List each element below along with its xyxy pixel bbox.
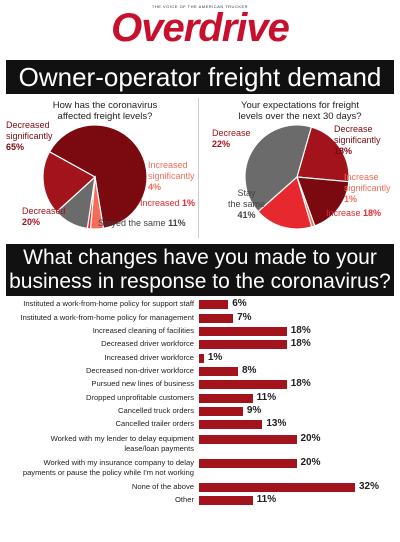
bar [199,435,297,444]
bar [199,420,263,429]
bar [199,327,287,336]
pie2-title: Your expectations for freight levels ove… [220,100,380,122]
bar [199,340,287,349]
pie2-label-stay-the-same: Stay the same 41% [228,188,266,220]
bar [199,314,234,323]
pie2-label-increase-significantly: Increase significantly 1% [344,172,391,204]
bar-label: None of the above [131,482,194,491]
bar [199,459,297,468]
bar-value-label: 6% [232,298,247,309]
bar [199,354,204,363]
bar [199,367,238,376]
bar-label: Decreased non-driver workforce [85,366,194,375]
bar-value-label: 8% [242,365,257,376]
bar-label: Increased cleaning of facilities [92,326,194,335]
pie1-title: How has the coronavirus affected freight… [30,100,180,122]
logo: Overdrive [111,6,290,50]
bar-value-label: 18% [290,378,311,389]
pie1-label-decreased-significantly: Decreased significantly 65% [6,120,53,152]
bar-label: Cancelled truck orders [118,406,194,415]
bar-value-label: 7% [237,312,252,323]
bar [199,496,253,505]
pie2-label-decrease-significantly: Decrease significantly 18% [334,124,381,156]
pie2-label-increase: Increase 18% [326,208,382,218]
bar-value-label: 11% [256,494,277,505]
section-title-line2: business in response to the coronavirus? [9,270,391,293]
pie1-title-line2: affected freight levels? [57,111,153,122]
bar-value-label: 32% [359,481,380,492]
pie1-label-increased-significantly: Increased significantly 4% [148,160,195,192]
pie-chart-expectations [244,124,350,230]
bar [199,407,243,416]
bar-label: Worked with my lender to delay equipment… [50,434,194,453]
pie2-slice-decrease-significantly [296,176,350,227]
pie1-slice-decreased-significantly [48,124,148,230]
bar-value-label: 18% [290,338,311,349]
bar-label: Decreased driver workforce [101,339,194,348]
pie-chart-freight-levels [42,124,148,230]
pie2-slice-stay-the-same [244,124,313,213]
bar [199,483,355,492]
bar [199,380,287,389]
section-title: What changes have you made to your busin… [6,244,394,296]
tagline: THE VOICE OF THE AMERICAN TRUCKER [151,4,249,9]
pie1-label-decreased: Decreased 20% [22,206,66,227]
bar-value-label: 13% [266,418,287,429]
bar-value-label: 18% [290,325,311,336]
pie2-slice-decrease [296,126,350,183]
bar-value-label: 20% [300,457,321,468]
page-title: Owner-operator freight demand [6,60,394,94]
bar-label: Worked with my insurance company to dela… [22,458,194,477]
pie1-label-stayed-the-same: Stayed the same 11% [98,218,186,228]
bar-label: Cancelled trailer orders [115,419,194,428]
masthead: THE VOICE OF THE AMERICAN TRUCKER Overdr… [0,0,400,56]
pie1-label-increased: Increased 1% [140,198,196,208]
bar-label: Instituted a work-from-home policy for s… [23,299,194,308]
pie2-title-line2: levels over the next 30 days? [238,111,362,122]
pie2-slice-increase [257,175,313,230]
bar-label: Instituted a work-from-home policy for m… [20,313,194,322]
bar [199,300,229,309]
bar-value-label: 11% [256,392,277,403]
bar-label: Pursued new lines of business [91,379,194,388]
pie2-title-line1: Your expectations for freight [241,100,359,111]
pie1-title-line1: How has the coronavirus [52,100,158,111]
pie-divider [198,98,199,238]
bar-label: Other [175,495,194,504]
pie2-label-decrease: Decrease 22% [212,128,251,149]
bar-value-label: 1% [207,352,223,363]
bar-value-label: 20% [300,433,321,444]
pie1-slice-decreased [42,150,97,213]
section-title-line1: What changes have you made to your [23,246,377,269]
bar-label: Increased driver workforce [104,353,194,362]
bar-value-label: 9% [246,405,262,416]
bar-label: Dropped unprofitable customers [85,393,194,402]
bar [199,394,253,403]
